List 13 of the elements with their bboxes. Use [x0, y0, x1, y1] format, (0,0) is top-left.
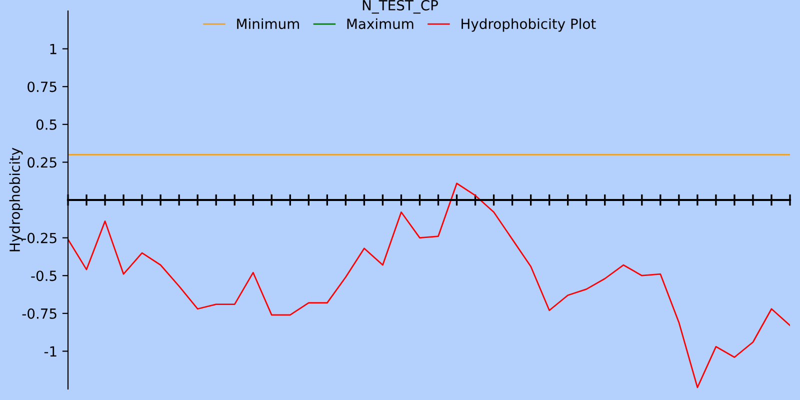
y-tick-label: 0.25 [28, 157, 56, 168]
legend-label: Hydrophobicity Plot [462, 18, 596, 32]
legend-label: Maximum [347, 18, 414, 30]
y-axis-title: Hydrophobicity [9, 148, 23, 252]
y-tick-label: -0.5 [31, 270, 56, 282]
chart-title: N_TEST_CP [362, 0, 438, 14]
y-tick-label: 0.5 [36, 119, 56, 130]
y-tick-label: -0.75 [22, 308, 56, 319]
y-tick-label: 1 [50, 44, 56, 54]
y-tick-label: -0.25 [22, 232, 56, 244]
y-tick-label: 0.75 [28, 82, 56, 92]
legend-label: Minimum [237, 18, 299, 30]
y-tick-label: -1 [44, 346, 56, 356]
